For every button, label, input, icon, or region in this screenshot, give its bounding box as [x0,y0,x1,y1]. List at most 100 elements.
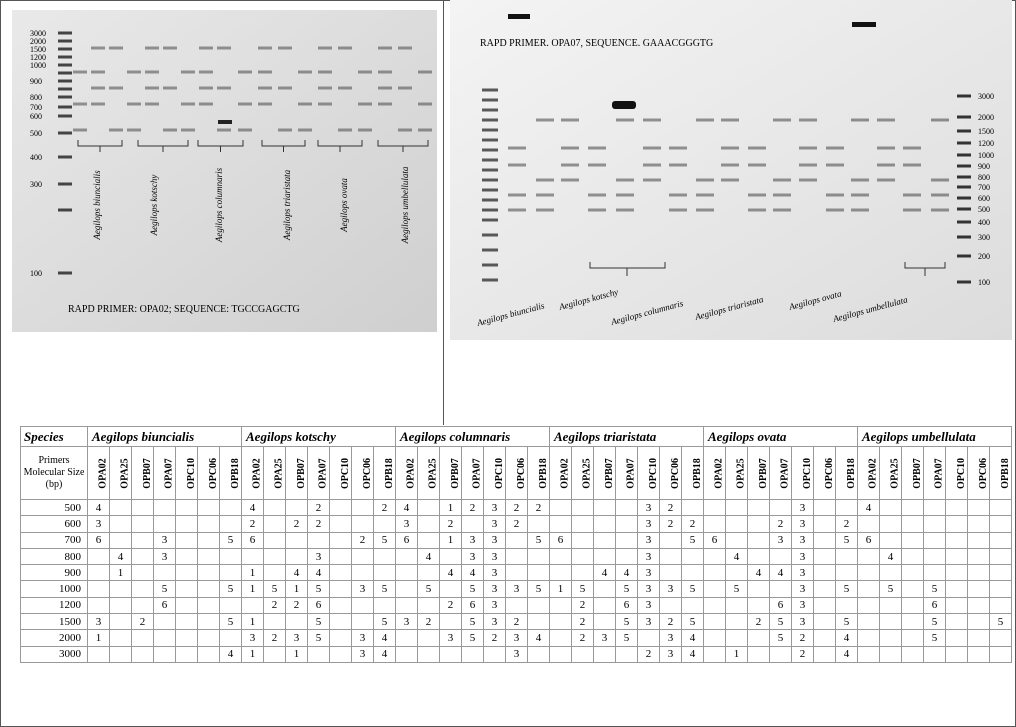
band-cell [990,500,1012,516]
size-header: Primers Molecular Size (bp) [21,447,88,500]
ladder-label: 100 [978,278,990,287]
primer-header: OPC10 [484,447,506,500]
band-cell [572,532,594,548]
band-cell: 4 [748,565,770,581]
band-cell [286,532,308,548]
lane-band [748,147,766,150]
primer-name: OPA07 [318,458,329,488]
band-cell [264,614,286,630]
data-row: 15003251553253225325253555 [21,614,1012,630]
band-cell: 2 [264,630,286,646]
lane-band [378,87,392,90]
lane-band [669,209,687,212]
band-cell [396,548,418,564]
band-cell [132,516,154,532]
band-cell [220,630,242,646]
band-cell: 5 [308,614,330,630]
band-cell: 2 [770,516,792,532]
band-cell [572,646,594,662]
band-cell [946,597,968,613]
primer-name: OPA25 [582,458,593,488]
band-cell [968,532,990,548]
band-cell: 5 [308,630,330,646]
primer-header: OPC06 [814,447,836,500]
lane-band [298,71,312,74]
band-cell: 3 [638,614,660,630]
band-cell [682,548,704,564]
gel-species-label: Aegilops kotschy [149,175,159,237]
primer-header: OPB18 [990,447,1012,500]
lane-band [826,164,844,167]
band-cell [924,646,946,662]
band-cell: 4 [440,565,462,581]
lane-band [318,87,332,90]
band-cell [616,532,638,548]
size-cell: 2000 [21,630,88,646]
lane-band [616,119,634,122]
band-cell [704,581,726,597]
lane-band [931,119,949,122]
band-cell [902,630,924,646]
band-cell [330,614,352,630]
primer-header: OPA25 [572,447,594,500]
band-cell: 5 [462,630,484,646]
lane-band [799,147,817,150]
band-cell [880,516,902,532]
lane-band [181,71,195,74]
band-cell: 3 [88,614,110,630]
band-cell [330,516,352,532]
band-cell [748,630,770,646]
band-cell: 5 [154,581,176,597]
band-cell: 2 [572,630,594,646]
band-cell: 3 [462,532,484,548]
band-cell: 3 [660,646,682,662]
lane-band [561,119,579,122]
lane-band [508,194,526,197]
primer-name: OPB18 [692,458,703,489]
band-cell [924,532,946,548]
lane-band [851,119,869,122]
band-cell: 2 [462,500,484,516]
lane-band [145,103,159,106]
lane-band [258,103,272,106]
ladder-band [58,272,72,275]
primer-header: OPA07 [616,447,638,500]
band-cell [990,532,1012,548]
band-cell: 3 [792,548,814,564]
lane-band [418,71,432,74]
band-cell [814,565,836,581]
band-cell [594,516,616,532]
primer-name: OPC06 [516,457,527,488]
lane-band [258,47,272,50]
band-cell [858,614,880,630]
primer-name: OPA07 [934,458,945,488]
primer-name: OPB07 [296,458,307,489]
lane-band [418,103,432,106]
band-cell [550,500,572,516]
gel-caption: RAPD PRIMER: OPA02; SEQUENCE: TGCCGAGCTG [68,304,300,315]
band-cell [968,565,990,581]
page: 3000200015001200100090080070060050040030… [0,0,1016,727]
band-cell [132,581,154,597]
gel-species-label: Aegilops columnaris [214,167,224,243]
lane-band [669,194,687,197]
band-cell [440,614,462,630]
ladder-label: 200 [978,252,990,261]
primer-name: OPA25 [428,458,439,488]
band-cell: 3 [352,581,374,597]
primer-header: OPA02 [550,447,572,500]
band-cell [858,548,880,564]
band-cell [88,597,110,613]
ladder-band [482,99,498,102]
primer-header: OPC10 [176,447,198,500]
band-cell [858,581,880,597]
lane-band [561,179,579,182]
lane-band [73,71,87,74]
band-cell: 2 [792,646,814,662]
ladder-band [58,183,72,186]
band-cell: 3 [484,548,506,564]
band-cell [902,516,924,532]
primer-name: OPB07 [912,458,923,489]
ladder-label: 900 [978,162,990,171]
band-cell [726,500,748,516]
